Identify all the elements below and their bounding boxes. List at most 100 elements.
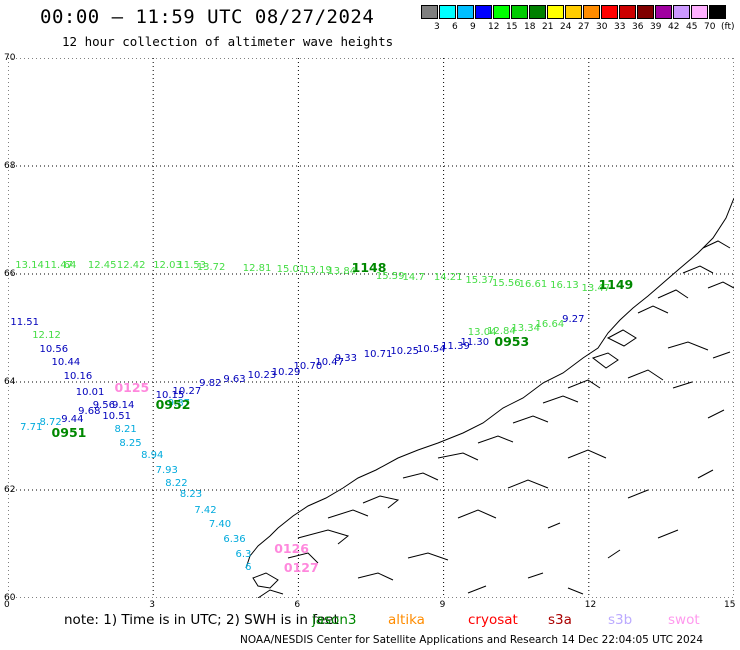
legend-swatch — [493, 5, 510, 19]
x-tick-label: 6 — [294, 600, 301, 610]
satellite-label: altika — [388, 612, 425, 628]
pass-time-label: 0125 — [114, 380, 150, 396]
wave-height-label: 6 — [245, 562, 252, 574]
grid — [8, 58, 734, 598]
wave-height-label: 10.56 — [39, 343, 69, 355]
legend-swatch — [457, 5, 474, 19]
satellite-label: jason3 — [312, 612, 357, 628]
wave-height-label: 16.13 — [550, 280, 579, 292]
wave-height-label: 9.14 — [112, 400, 135, 412]
legend-label: 24 — [560, 22, 572, 32]
wave-height-label: 8.23 — [179, 489, 203, 501]
wave-height-label: 13.47 — [581, 283, 611, 295]
map-area — [8, 58, 734, 598]
pass-time-label: 1148 — [351, 259, 387, 275]
pass-time-label: 0127 — [283, 560, 319, 576]
legend-swatch — [439, 5, 456, 19]
pass-time-label: 0953 — [494, 333, 530, 349]
x-tick-label: 0 — [4, 600, 10, 610]
legend-swatch — [421, 5, 438, 19]
wave-height-label: 10.16 — [63, 370, 93, 382]
chart-title: 00:00 – 11:59 UTC 08/27/2024 — [40, 6, 375, 28]
wave-height-label: 6.3 — [235, 548, 252, 560]
wave-height-label: 7.40 — [208, 519, 232, 531]
wave-height-label: 13.14 — [15, 259, 44, 271]
wave-height-label: 10.15 — [155, 389, 185, 401]
wave-height-label: 13.84 — [327, 266, 357, 278]
wave-height-label: 9.33 — [334, 353, 357, 365]
legend-swatch — [637, 5, 654, 19]
footnote: note: 1) Time is in UTC; 2) SWH is in fe… — [64, 612, 339, 628]
satellite-label: s3a — [548, 612, 572, 628]
legend-label: 12 — [488, 22, 500, 32]
wave-height-label: 12.45 — [87, 259, 117, 271]
wave-height-label: 10.01 — [75, 386, 105, 398]
wave-height-label: 10.25 — [390, 346, 419, 358]
pass-time-label: 0951 — [51, 425, 87, 441]
y-tick-label: 68 — [4, 161, 16, 171]
legend-label: 27 — [578, 22, 590, 32]
wave-height-label: 15.37 — [465, 275, 495, 287]
y-tick-label: 70 — [4, 53, 16, 63]
wave-height-label: 12.42 — [116, 259, 146, 271]
y-tick-label: 62 — [4, 485, 16, 495]
legend-swatch — [511, 5, 528, 19]
legend-unit: (ft) — [721, 22, 735, 32]
y-tick-label: 60 — [4, 593, 16, 603]
wave-height-label: 11.30 — [460, 337, 490, 349]
wave-height-label: 9.44 — [61, 413, 84, 425]
wave-height-label: 12.81 — [242, 262, 272, 274]
pass-time-label: 0126 — [274, 541, 309, 557]
wave-height-label: 13.72 — [196, 261, 226, 273]
wave-height-label: 10.27 — [172, 385, 202, 397]
x-tick-label: 15 — [724, 600, 736, 610]
x-tick-label: 12 — [584, 600, 597, 610]
legend-swatch — [583, 5, 600, 19]
wave-height-label: 15.56 — [492, 277, 521, 289]
wave-height-label: 14.7 — [402, 271, 425, 283]
legend-label: 39 — [650, 22, 662, 32]
legend-swatch — [601, 5, 618, 19]
legend-label: 45 — [686, 22, 698, 32]
legend-label: 42 — [668, 22, 680, 32]
legend-label: 70 — [704, 22, 716, 32]
wave-height-label: 11.39 — [441, 340, 470, 352]
wave-height-label: 13.34 — [511, 323, 540, 335]
wave-height-label: 8.21 — [114, 423, 137, 435]
wave-height-label: 16.64 — [535, 319, 565, 331]
wave-height-label: 12.03 — [153, 259, 182, 271]
wave-height-label: 10.44 — [51, 357, 81, 369]
wave-height-label: 11.47 — [44, 259, 73, 271]
wave-height-label: 8.72 — [39, 416, 62, 428]
legend-swatch — [673, 5, 690, 19]
wave-height-label: 10.71 — [363, 349, 393, 360]
wave-height-label: 10.51 — [102, 411, 132, 423]
wave-height-label: 12.84 — [487, 325, 516, 337]
legend-swatch — [565, 5, 582, 19]
wave-height-label: 9.82 — [199, 377, 222, 389]
wave-height-label: 12.12 — [32, 330, 61, 342]
wave-height-label: 10.70 — [293, 360, 323, 372]
wave-height-label: 11.51 — [10, 316, 40, 328]
legend-label: 18 — [524, 22, 536, 32]
satellite-label: s3b — [608, 612, 633, 628]
pass-time-label: 1149 — [598, 276, 634, 292]
x-tick-label: 9 — [439, 600, 446, 610]
satellite-label: cryosat — [468, 612, 518, 628]
legend-label: 33 — [614, 22, 626, 32]
wave-height-label: 15.59 — [375, 270, 405, 282]
wave-height-label: 6.36 — [223, 534, 246, 546]
wave-height-label: 9.68 — [78, 405, 101, 417]
wave-height-label: 16.61 — [518, 278, 548, 290]
wave-height-label: 9.56 — [92, 400, 115, 412]
wave-height-label: 10.47 — [315, 357, 344, 369]
credit-line: NOAA/NESDIS Center for Satellite Applica… — [240, 634, 704, 646]
legend-label: 21 — [542, 22, 554, 32]
satellite-label: swot — [668, 612, 700, 628]
coastline-main — [245, 197, 734, 569]
legend-swatch — [529, 5, 546, 19]
wave-height-label: 7.93 — [155, 465, 178, 477]
legend-label: 30 — [596, 22, 608, 32]
wave-height-label: 9.87 — [167, 397, 190, 409]
coastline — [245, 197, 734, 598]
